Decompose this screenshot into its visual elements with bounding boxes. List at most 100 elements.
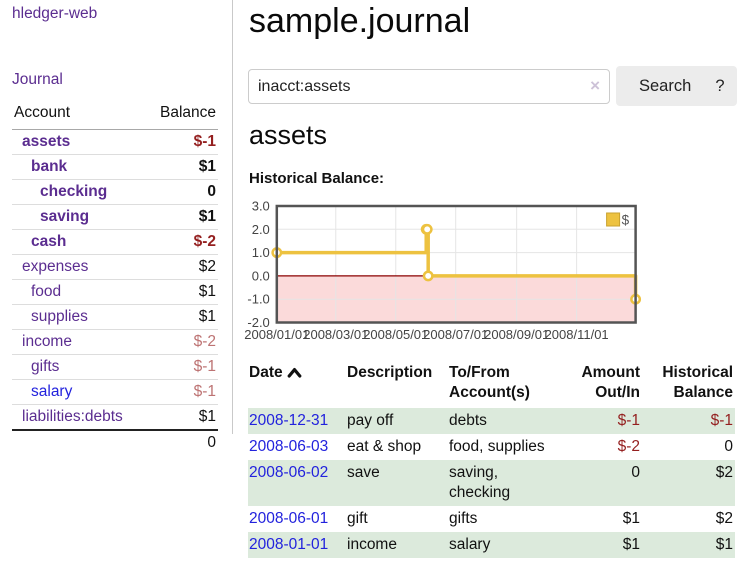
y-axis-tick-label: -2.0: [247, 315, 269, 330]
register-amount: 0: [631, 464, 640, 481]
sidebar: hledger-web Journal Account Balance asse…: [0, 0, 233, 455]
search-input[interactable]: [248, 69, 610, 104]
historical-balance-chart[interactable]: 3.0 2.0 1.0 0.0 -1.0 -2.0 2008/01/01 2008/03/01…: [240, 195, 742, 345]
account-balance: $1: [146, 279, 218, 305]
register-amount: $1: [622, 536, 640, 553]
account-row: assets $-1: [12, 130, 218, 155]
register-balance: $-1: [710, 412, 733, 429]
main-content: sample.journal × Search ? assets Histori…: [244, 0, 742, 582]
account-row: supplies $1: [12, 304, 218, 330]
account-balance: $-2: [146, 329, 218, 355]
register-balance: 0: [724, 438, 733, 455]
sidebar-account-food[interactable]: food: [31, 283, 62, 300]
sidebar-account-supplies[interactable]: supplies: [31, 308, 88, 325]
x-axis-tick-label: 2008/09/01: [484, 327, 549, 342]
sidebar-account-bank[interactable]: bank: [31, 158, 68, 175]
sidebar-account-assets[interactable]: assets: [22, 133, 71, 150]
clear-search-icon[interactable]: ×: [590, 76, 600, 95]
y-axis-tick-label: 0.0: [252, 268, 270, 283]
account-balance: $1: [146, 304, 218, 330]
sidebar-item-journal[interactable]: Journal: [12, 71, 63, 88]
chart-canvas[interactable]: 3.0 2.0 1.0 0.0 -1.0 -2.02008/01/012008/03/01…: [240, 195, 742, 345]
register-row: 2008-06-03 eat & shop food, supplies $-2 0: [248, 434, 735, 460]
sidebar-account-saving[interactable]: saving: [40, 208, 90, 225]
register-date-link[interactable]: 2008-06-01: [249, 510, 329, 527]
register-accounts: gifts: [449, 510, 478, 527]
account-total-balance: 0: [146, 429, 218, 455]
plot-border: [275, 204, 637, 324]
x-axis-tick-label: 2008/05/01: [363, 327, 428, 342]
account-row: liabilities:debts $1: [12, 404, 218, 430]
app-title-link[interactable]: hledger-web: [12, 5, 98, 22]
register-description: gift: [347, 510, 368, 527]
register-description: income: [347, 536, 397, 553]
account-row: cash $-2: [12, 229, 218, 255]
y-axis-tick-label: 2.0: [252, 222, 270, 237]
sidebar-account-income[interactable]: income: [22, 333, 72, 350]
register-header-amount: Amount Out/In: [581, 364, 640, 401]
register-table: Date Description To/From Account(s) Amou…: [248, 361, 735, 558]
account-column-header: Account: [12, 102, 147, 130]
search-button[interactable]: Search: [616, 66, 715, 106]
sidebar-account-gifts[interactable]: gifts: [31, 358, 60, 375]
register-date-link[interactable]: 2008-06-03: [249, 438, 329, 455]
register-accounts: saving, checking: [449, 464, 511, 501]
data-point-marker[interactable]: [421, 223, 433, 235]
account-heading: assets: [249, 120, 328, 150]
account-row: income $-2: [12, 329, 218, 355]
register-accounts: debts: [449, 412, 487, 429]
account-balance: $-1: [193, 133, 216, 150]
register-header-accounts: To/From Account(s): [449, 364, 530, 401]
account-balance: 0: [146, 179, 218, 205]
register-row: 2008-12-31 pay off debts $-1 $-1: [248, 408, 735, 434]
account-balance: $2: [146, 254, 218, 280]
account-total-row: 0: [12, 429, 218, 455]
x-axis-tick-label: 2008/07/01: [423, 327, 488, 342]
sidebar-account-salary[interactable]: salary: [31, 383, 73, 400]
data-point-marker[interactable]: [422, 270, 434, 282]
search-box: ×: [248, 69, 610, 104]
register-balance: $2: [715, 510, 733, 527]
register-balance: $2: [715, 464, 733, 481]
sidebar-account-checking[interactable]: checking: [40, 183, 108, 200]
register-header-balance: Historical Balance: [662, 364, 733, 401]
register-date-link[interactable]: 2008-06-02: [249, 464, 329, 481]
register-date-link[interactable]: 2008-01-01: [249, 536, 329, 553]
account-balance: $-1: [146, 379, 218, 405]
register-balance: $1: [715, 536, 733, 553]
register-amount: $-2: [617, 438, 640, 455]
register-row: 2008-06-01 gift gifts $1 $2: [248, 506, 735, 532]
register-row: 2008-01-01 income salary $1 $1: [248, 532, 735, 558]
balance-column-header: Balance: [146, 102, 218, 130]
register-description: save: [347, 464, 380, 481]
register-amount: $-1: [617, 412, 640, 429]
account-row: gifts $-1: [12, 354, 218, 380]
register-date-link[interactable]: 2008-12-31: [249, 412, 329, 429]
help-button[interactable]: ?: [703, 66, 737, 106]
x-axis-tick-label: 2008/03/01: [303, 327, 368, 342]
account-row: checking 0: [12, 179, 218, 205]
account-balance: $1: [146, 404, 218, 430]
register-description: pay off: [347, 412, 394, 429]
sidebar-account-liabilities-debts[interactable]: liabilities:debts: [22, 408, 123, 425]
sidebar-account-expenses[interactable]: expenses: [22, 258, 89, 275]
register-header-date[interactable]: Date: [248, 361, 346, 408]
x-axis-tick-label: 2008/01/01: [244, 327, 309, 342]
account-row: expenses $2: [12, 254, 218, 280]
y-axis-tick-label: -1.0: [247, 292, 269, 307]
account-row: salary $-1: [12, 379, 218, 405]
register-row: 2008-06-02 save saving, checking 0 $2: [248, 460, 735, 506]
search-row: × Search ?: [248, 66, 742, 106]
page-title: sample.journal: [249, 2, 471, 40]
account-balance: $1: [146, 154, 218, 180]
account-balance: $1: [146, 204, 218, 230]
account-row: saving $1: [12, 204, 218, 230]
register-description: eat & shop: [347, 438, 422, 455]
sidebar-account-cash[interactable]: cash: [31, 233, 67, 250]
legend-swatch: [606, 212, 621, 227]
register-accounts: food, supplies: [449, 438, 545, 455]
account-balance: $-1: [146, 354, 218, 380]
x-axis-tick-label: 2008/11/01: [545, 327, 609, 342]
y-axis-tick-label: 3.0: [252, 199, 270, 214]
